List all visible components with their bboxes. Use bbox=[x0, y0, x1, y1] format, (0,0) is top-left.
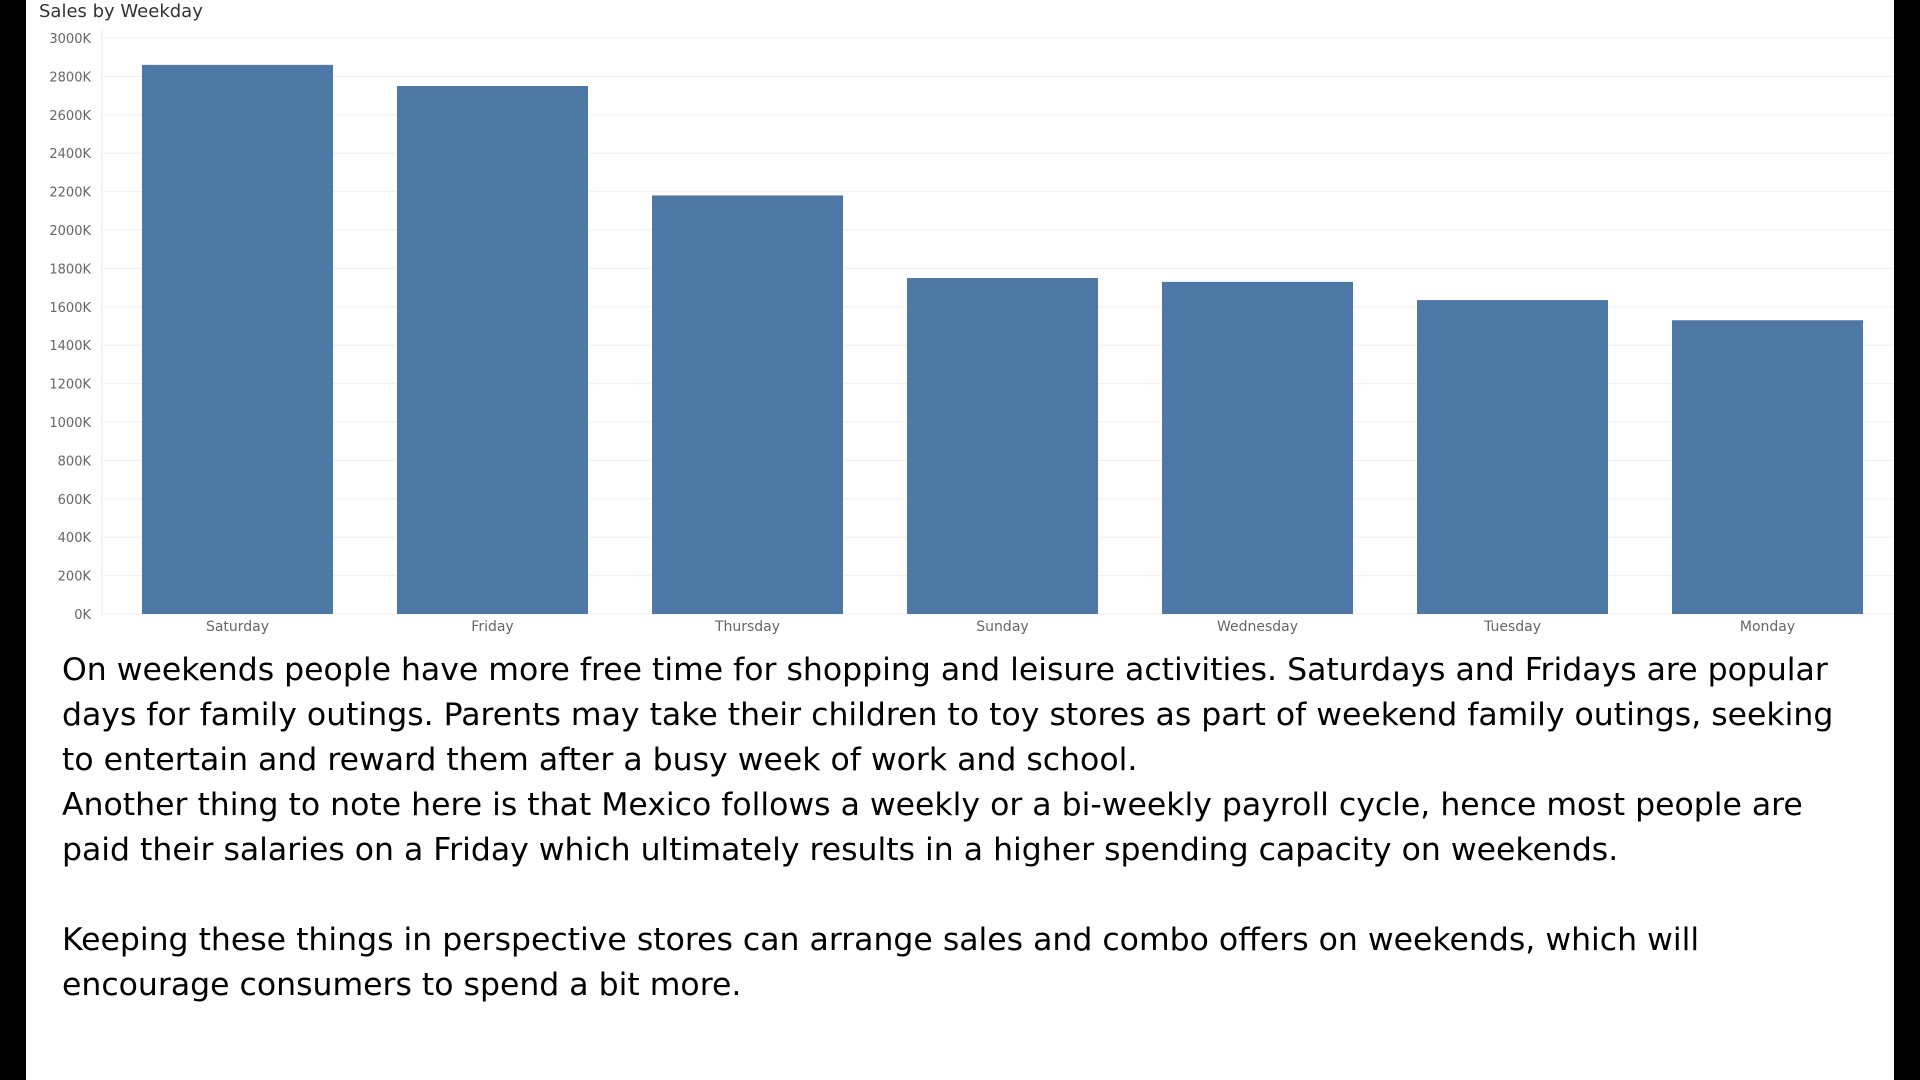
y-tick-label: 1000K bbox=[49, 416, 91, 431]
y-tick-label: 2000K bbox=[49, 224, 91, 239]
y-tick-label: 2600K bbox=[49, 109, 91, 124]
slide: Sales by Weekday 0K 200K 400K 600K 800K 1000K… bbox=[26, 0, 1894, 1080]
y-axis-ticks: 0K 200K 400K 600K 800K 1000K 1200K 1400K 1600K 18… bbox=[49, 32, 91, 623]
chart-title: Sales by Weekday bbox=[39, 1, 203, 22]
y-tick-label: 2800K bbox=[49, 70, 91, 85]
commentary-paragraph-2: Another thing to note here is that Mexic… bbox=[62, 787, 1803, 868]
y-tick-label: 1200K bbox=[49, 378, 91, 393]
bar-friday bbox=[397, 86, 588, 614]
y-tick-label: 2400K bbox=[49, 147, 91, 162]
commentary-paragraph-1: On weekends people have more free time f… bbox=[62, 652, 1834, 778]
bar-tuesday bbox=[1417, 300, 1608, 614]
x-tick-label-saturday: Saturday bbox=[206, 619, 269, 635]
bar-wednesday bbox=[1162, 281, 1353, 614]
commentary: On weekends people have more free time f… bbox=[62, 648, 1862, 1008]
y-tick-label: 800K bbox=[58, 454, 92, 469]
y-tick-label: 0K bbox=[74, 608, 91, 623]
y-tick-label: 200K bbox=[58, 570, 92, 585]
x-tick-label-sunday: Sunday bbox=[976, 619, 1028, 635]
bar-monday bbox=[1672, 320, 1863, 614]
bar-thursday bbox=[652, 195, 843, 614]
x-tick-label-tuesday: Tuesday bbox=[1483, 619, 1541, 635]
bar-saturday bbox=[142, 64, 333, 614]
bar-sunday bbox=[907, 278, 1098, 614]
x-tick-label-thursday: Thursday bbox=[714, 619, 780, 635]
y-tick-label: 600K bbox=[58, 493, 92, 508]
bars bbox=[142, 64, 1863, 614]
y-tick-label: 400K bbox=[58, 531, 92, 546]
x-tick-label-wednesday: Wednesday bbox=[1217, 619, 1298, 635]
x-tick-label-friday: Friday bbox=[471, 619, 513, 635]
x-tick-label-monday: Monday bbox=[1740, 619, 1795, 635]
commentary-paragraph-3: Keeping these things in perspective stor… bbox=[62, 922, 1700, 1003]
x-axis-ticks: Saturday Friday Thursday Sunday Wednesday Tue… bbox=[206, 619, 1795, 635]
y-tick-label: 1800K bbox=[49, 262, 91, 277]
y-tick-label: 1600K bbox=[49, 301, 91, 316]
y-tick-label: 2200K bbox=[49, 186, 91, 201]
y-tick-label: 3000K bbox=[49, 32, 91, 47]
y-tick-label: 1400K bbox=[49, 339, 91, 354]
bar-chart: 0K 200K 400K 600K 800K 1000K 1200K 1400K 1600K 18… bbox=[49, 30, 1894, 635]
